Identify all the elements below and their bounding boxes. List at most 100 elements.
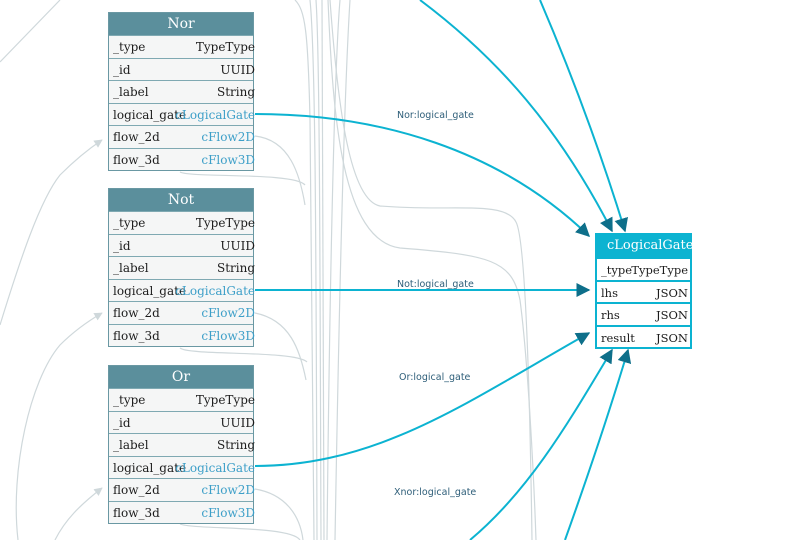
faint-edge [179,171,306,186]
edge-nor-logical-gate [254,113,591,237]
field-name: _label [113,261,149,275]
faint-edge [329,0,533,540]
field-type: TypeType [195,216,255,230]
faint-edge [54,487,103,540]
table-row: logical_gate cLogicalGate [109,278,255,302]
table-clogicalgate[interactable]: cLogicalGate _type TypeType lhs JSON rhs JS… [595,233,693,349]
field-name: result [601,330,635,345]
table-title: Nor [109,13,253,35]
edge-top-2-logical-gate [539,0,628,233]
faint-edge [0,139,103,326]
table-row: logical_gate cLogicalGate [109,102,255,126]
field-name: flow_3d [113,328,160,343]
table-row: _label String [109,433,255,456]
table-row: flow_2d cFlow2D [109,125,255,148]
table-row: _id UUID [109,233,255,257]
field-type: JSON [656,308,688,322]
table-row: _type TypeType [109,211,255,234]
field-type: UUID [220,415,255,430]
table-row: result JSON [597,324,690,348]
edge-xnor-logical-gate [469,348,613,540]
field-type-link[interactable]: cFlow2D [201,130,255,144]
table-row: _type TypeType [597,257,690,280]
table-row: rhs JSON [597,302,690,325]
faint-edge [327,0,537,540]
edge-label-or: Or:logical_gate [399,372,471,383]
field-name: _id [113,415,131,430]
field-name: _type [113,40,146,54]
table-row: flow_2d cFlow2D [109,301,255,324]
table-row: flow_3d cFlow3D [109,147,255,171]
faint-edge [179,347,308,363]
table-row: flow_3d cFlow3D [109,323,255,347]
table-row: _label String [109,256,255,279]
faint-edge [254,312,307,381]
table-row: _id UUID [109,57,255,81]
faint-edge [254,135,306,206]
field-type-link[interactable]: cLogicalGate [175,460,255,475]
table-row: flow_2d cFlow2D [109,478,255,501]
field-type: UUID [220,62,255,77]
edge-top-1-logical-gate [419,0,613,233]
edge-or-logical-gate [254,332,591,467]
field-name: _type [113,216,146,230]
table-row: _type TypeType [109,388,255,411]
field-name: flow_2d [113,483,160,497]
field-type-link[interactable]: cLogicalGate [175,107,255,122]
faint-edge [15,312,103,540]
field-type-link[interactable]: cFlow3D [201,152,255,167]
field-type: JSON [656,330,688,345]
faint-edge [326,0,341,540]
table-row: flow_3d cFlow3D [109,500,255,524]
field-type-link[interactable]: cFlow3D [201,328,255,343]
faint-edge [0,0,61,63]
edge-label-xnor: Xnor:logical_gate [394,487,477,498]
table-nor[interactable]: Nor _type TypeType _id UUID _label String l… [108,12,255,171]
field-name: _label [113,438,149,452]
field-name: flow_2d [113,306,160,320]
field-name: _id [113,238,131,253]
field-type: String [216,438,255,452]
table-title: cLogicalGate [597,235,693,257]
faint-edge [315,0,322,540]
field-name: flow_3d [113,505,160,520]
faint-edge [254,488,304,540]
background-edges [0,0,537,540]
table-not[interactable]: Not _type TypeType _id UUID _label String l… [108,188,255,347]
table-row: _type TypeType [109,35,255,58]
field-type: UUID [220,238,255,253]
field-name: _label [113,85,149,99]
field-type-link[interactable]: cFlow2D [201,306,255,320]
table-title: Not [109,189,253,211]
faint-edge [294,0,315,540]
table-row: lhs JSON [597,279,690,303]
field-name: _type [113,393,146,407]
field-type-link[interactable]: cFlow2D [201,483,255,497]
table-row: logical_gate cLogicalGate [109,455,255,479]
edge-bottom-logical-gate [564,348,632,540]
field-name: logical_gate [113,460,187,475]
faint-edge [309,0,318,540]
field-name: rhs [601,308,620,322]
field-type: JSON [656,285,688,300]
field-type: TypeType [631,263,688,277]
field-name: logical_gate [113,283,187,298]
field-type-link[interactable]: cLogicalGate [175,283,255,298]
field-type: String [216,85,255,99]
table-or[interactable]: Or _type TypeType _id UUID _label String lo… [108,365,255,524]
faint-edge [334,0,351,540]
field-type: TypeType [195,40,255,54]
field-name: _id [113,62,131,77]
field-type-link[interactable]: cFlow3D [201,505,255,520]
field-name: flow_2d [113,130,160,144]
table-row: _label String [109,80,255,103]
field-type: String [216,261,255,275]
edge-label-not: Not:logical_gate [397,279,474,290]
field-name: flow_3d [113,152,160,167]
faint-edge [179,523,301,540]
field-type: TypeType [195,393,255,407]
field-name: _type [601,263,633,277]
accent-edges [254,0,632,540]
table-row: _id UUID [109,410,255,434]
